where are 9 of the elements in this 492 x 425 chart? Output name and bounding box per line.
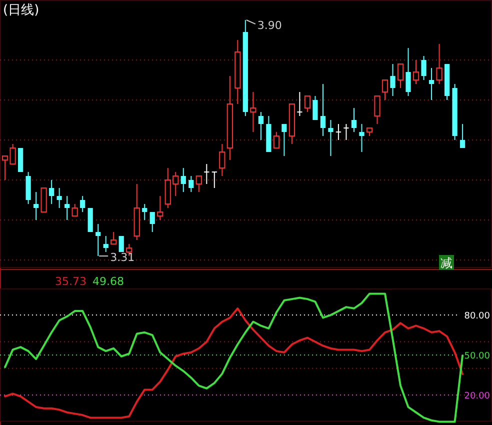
text: 35.73 (55, 275, 86, 288)
annotation: 减 (440, 256, 452, 270)
chart-title: (日线) (3, 3, 40, 18)
ref-line-label: 80.00 (464, 312, 490, 322)
annotation: 3.31 (110, 251, 135, 264)
ref-line-label: 50.00 (464, 352, 490, 362)
text: 49.68 (92, 275, 124, 288)
annotation: 3.90 (257, 19, 282, 32)
ref-line-label: 20.00 (464, 392, 490, 402)
